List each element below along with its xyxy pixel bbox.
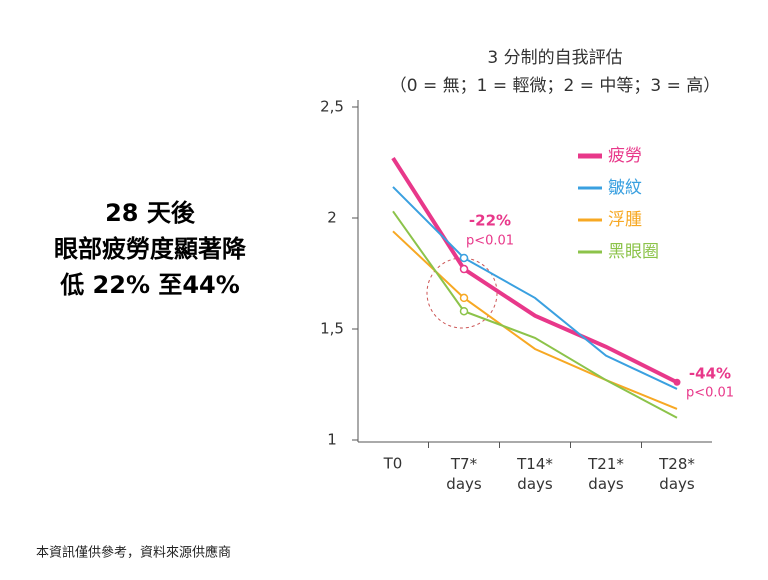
legend-label: 皺紋 [608,178,642,198]
point [459,293,469,303]
legend-label: 黑眼圈 [608,242,659,262]
legend-label: 疲勞 [608,146,642,166]
y-tick-label: 2 [327,209,337,227]
x-tick-label: T14* days [516,455,553,493]
point [459,253,469,263]
x-tick-label: T7* days [446,455,482,493]
annotation-sub: p<0.01 [466,234,514,249]
y-tick-label: 1,5 [320,320,344,338]
headline: 低 22% 至44% [59,271,240,299]
point [459,306,469,316]
y-tick-label: 2,5 [320,98,344,116]
series-line [392,210,678,419]
y-tick-label: 1 [327,431,337,449]
series-line [392,230,678,410]
annotation: -44% [689,365,731,383]
point [459,264,469,274]
series-line [391,156,678,385]
x-tick-label: T28* days [658,455,695,493]
annotation: -22% [469,212,511,230]
chart-title: 3 分制的自我評估 [487,48,622,68]
series-line [392,186,678,390]
headline: 28 天後 [105,199,196,227]
x-tick-label: T21* days [587,455,624,493]
chart-subtitle: （0 = 無；1 = 輕微；2 = 中等；3 = 高） [390,76,720,96]
footer: 本資訊僅供參考，資料來源供應商 [36,545,231,561]
point [673,378,681,386]
x-tick-label: T0 [383,455,403,473]
headline: 眼部疲勞度顯著降 [54,235,247,263]
annotation-sub: p<0.01 [686,386,734,401]
legend-label: 浮腫 [608,210,642,230]
